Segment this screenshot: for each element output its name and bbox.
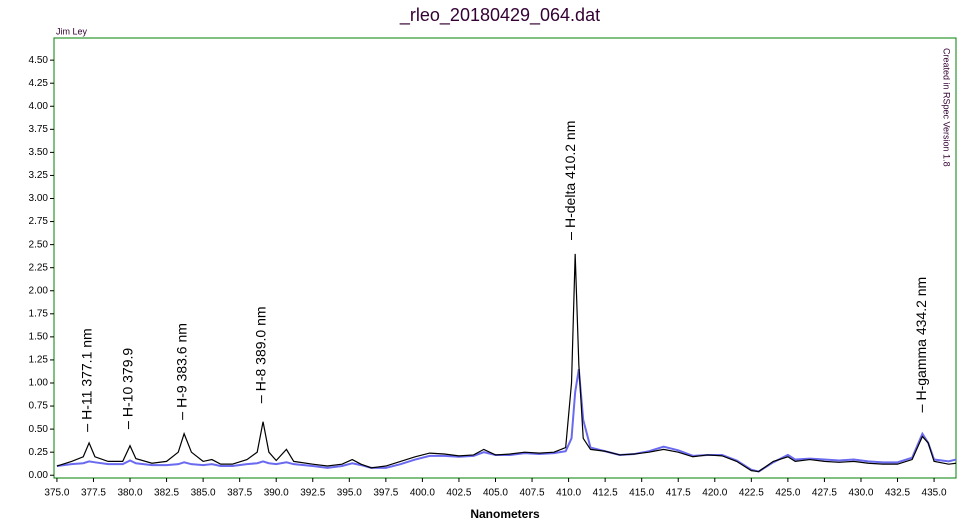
spectrum-line bbox=[56, 368, 957, 473]
y-tick-label: 0.00 bbox=[29, 470, 49, 481]
plot-area bbox=[53, 37, 957, 479]
x-tick-label: 395.0 bbox=[337, 488, 362, 499]
x-tick-label: 425.0 bbox=[775, 488, 800, 499]
y-tick-label: 1.25 bbox=[29, 355, 49, 366]
x-tick-label: 407.5 bbox=[520, 488, 545, 499]
x-tick-label: 410.0 bbox=[556, 488, 581, 499]
x-tick-label: 432.5 bbox=[885, 488, 910, 499]
y-tick-label: 2.25 bbox=[29, 262, 49, 273]
x-tick-label: 435.0 bbox=[922, 488, 947, 499]
x-tick-label: 405.0 bbox=[483, 488, 508, 499]
x-tick-label: 380.0 bbox=[118, 488, 143, 499]
x-tick-label: 412.5 bbox=[593, 488, 618, 499]
x-tick-label: 392.5 bbox=[300, 488, 325, 499]
y-tick-label: 2.50 bbox=[29, 239, 49, 250]
author: Jim Ley bbox=[56, 26, 88, 36]
annotation: H-9 383.6 nm bbox=[173, 323, 189, 408]
x-tick-label: 420.0 bbox=[702, 488, 727, 499]
y-tick-label: 1.50 bbox=[29, 332, 49, 343]
x-tick-label: 417.5 bbox=[666, 488, 691, 499]
annotation: H-gamma 434.2 nm bbox=[913, 277, 929, 401]
x-tick-label: 382.5 bbox=[154, 488, 179, 499]
x-tick-label: 430.0 bbox=[848, 488, 873, 499]
x-tick-label: 397.5 bbox=[373, 488, 398, 499]
y-tick-label: 0.75 bbox=[29, 401, 49, 412]
chart-title: _rleo_20180429_064.dat bbox=[399, 5, 600, 26]
x-tick-label: 377.5 bbox=[81, 488, 106, 499]
annotation: H-10 379.9 bbox=[119, 348, 135, 417]
annotation: H-delta 410.2 nm bbox=[562, 121, 578, 228]
x-tick-label: 385.0 bbox=[191, 488, 216, 499]
x-axis-label: Nanometers bbox=[470, 507, 540, 521]
y-tick-label: 3.50 bbox=[29, 147, 49, 158]
y-tick-label: 0.50 bbox=[29, 424, 49, 435]
x-tick-label: 422.5 bbox=[739, 488, 764, 499]
y-tick-label: 2.00 bbox=[29, 285, 49, 296]
y-tick-label: 3.75 bbox=[29, 124, 49, 135]
x-tick-label: 387.5 bbox=[227, 488, 252, 499]
y-tick-label: 4.50 bbox=[29, 55, 49, 66]
annotation: H-8 389.0 nm bbox=[252, 306, 268, 391]
x-tick-label: 390.0 bbox=[264, 488, 289, 499]
annotation: H-11 377.1 nm bbox=[78, 328, 94, 420]
y-tick-label: 1.00 bbox=[29, 378, 49, 389]
x-tick-label: 427.5 bbox=[812, 488, 837, 499]
y-tick-label: 3.00 bbox=[29, 193, 49, 204]
y-tick-label: 4.25 bbox=[29, 78, 49, 89]
y-tick-label: 3.25 bbox=[29, 170, 49, 181]
credit: Created in RSpec Version 1.8 bbox=[942, 48, 952, 167]
x-tick-label: 400.0 bbox=[410, 488, 435, 499]
spectrum-line bbox=[56, 253, 957, 473]
y-tick-label: 0.25 bbox=[29, 447, 49, 458]
x-tick-label: 375.0 bbox=[44, 488, 69, 499]
x-tick-label: 402.5 bbox=[446, 488, 471, 499]
x-tick-label: 415.0 bbox=[629, 488, 654, 499]
y-tick-label: 4.00 bbox=[29, 101, 49, 112]
y-tick-label: 2.75 bbox=[29, 216, 49, 227]
y-tick-label: 1.75 bbox=[29, 308, 49, 319]
